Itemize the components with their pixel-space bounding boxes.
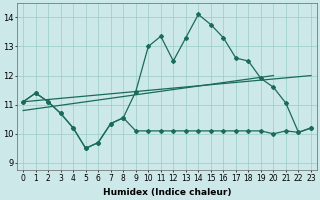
- X-axis label: Humidex (Indice chaleur): Humidex (Indice chaleur): [103, 188, 231, 197]
